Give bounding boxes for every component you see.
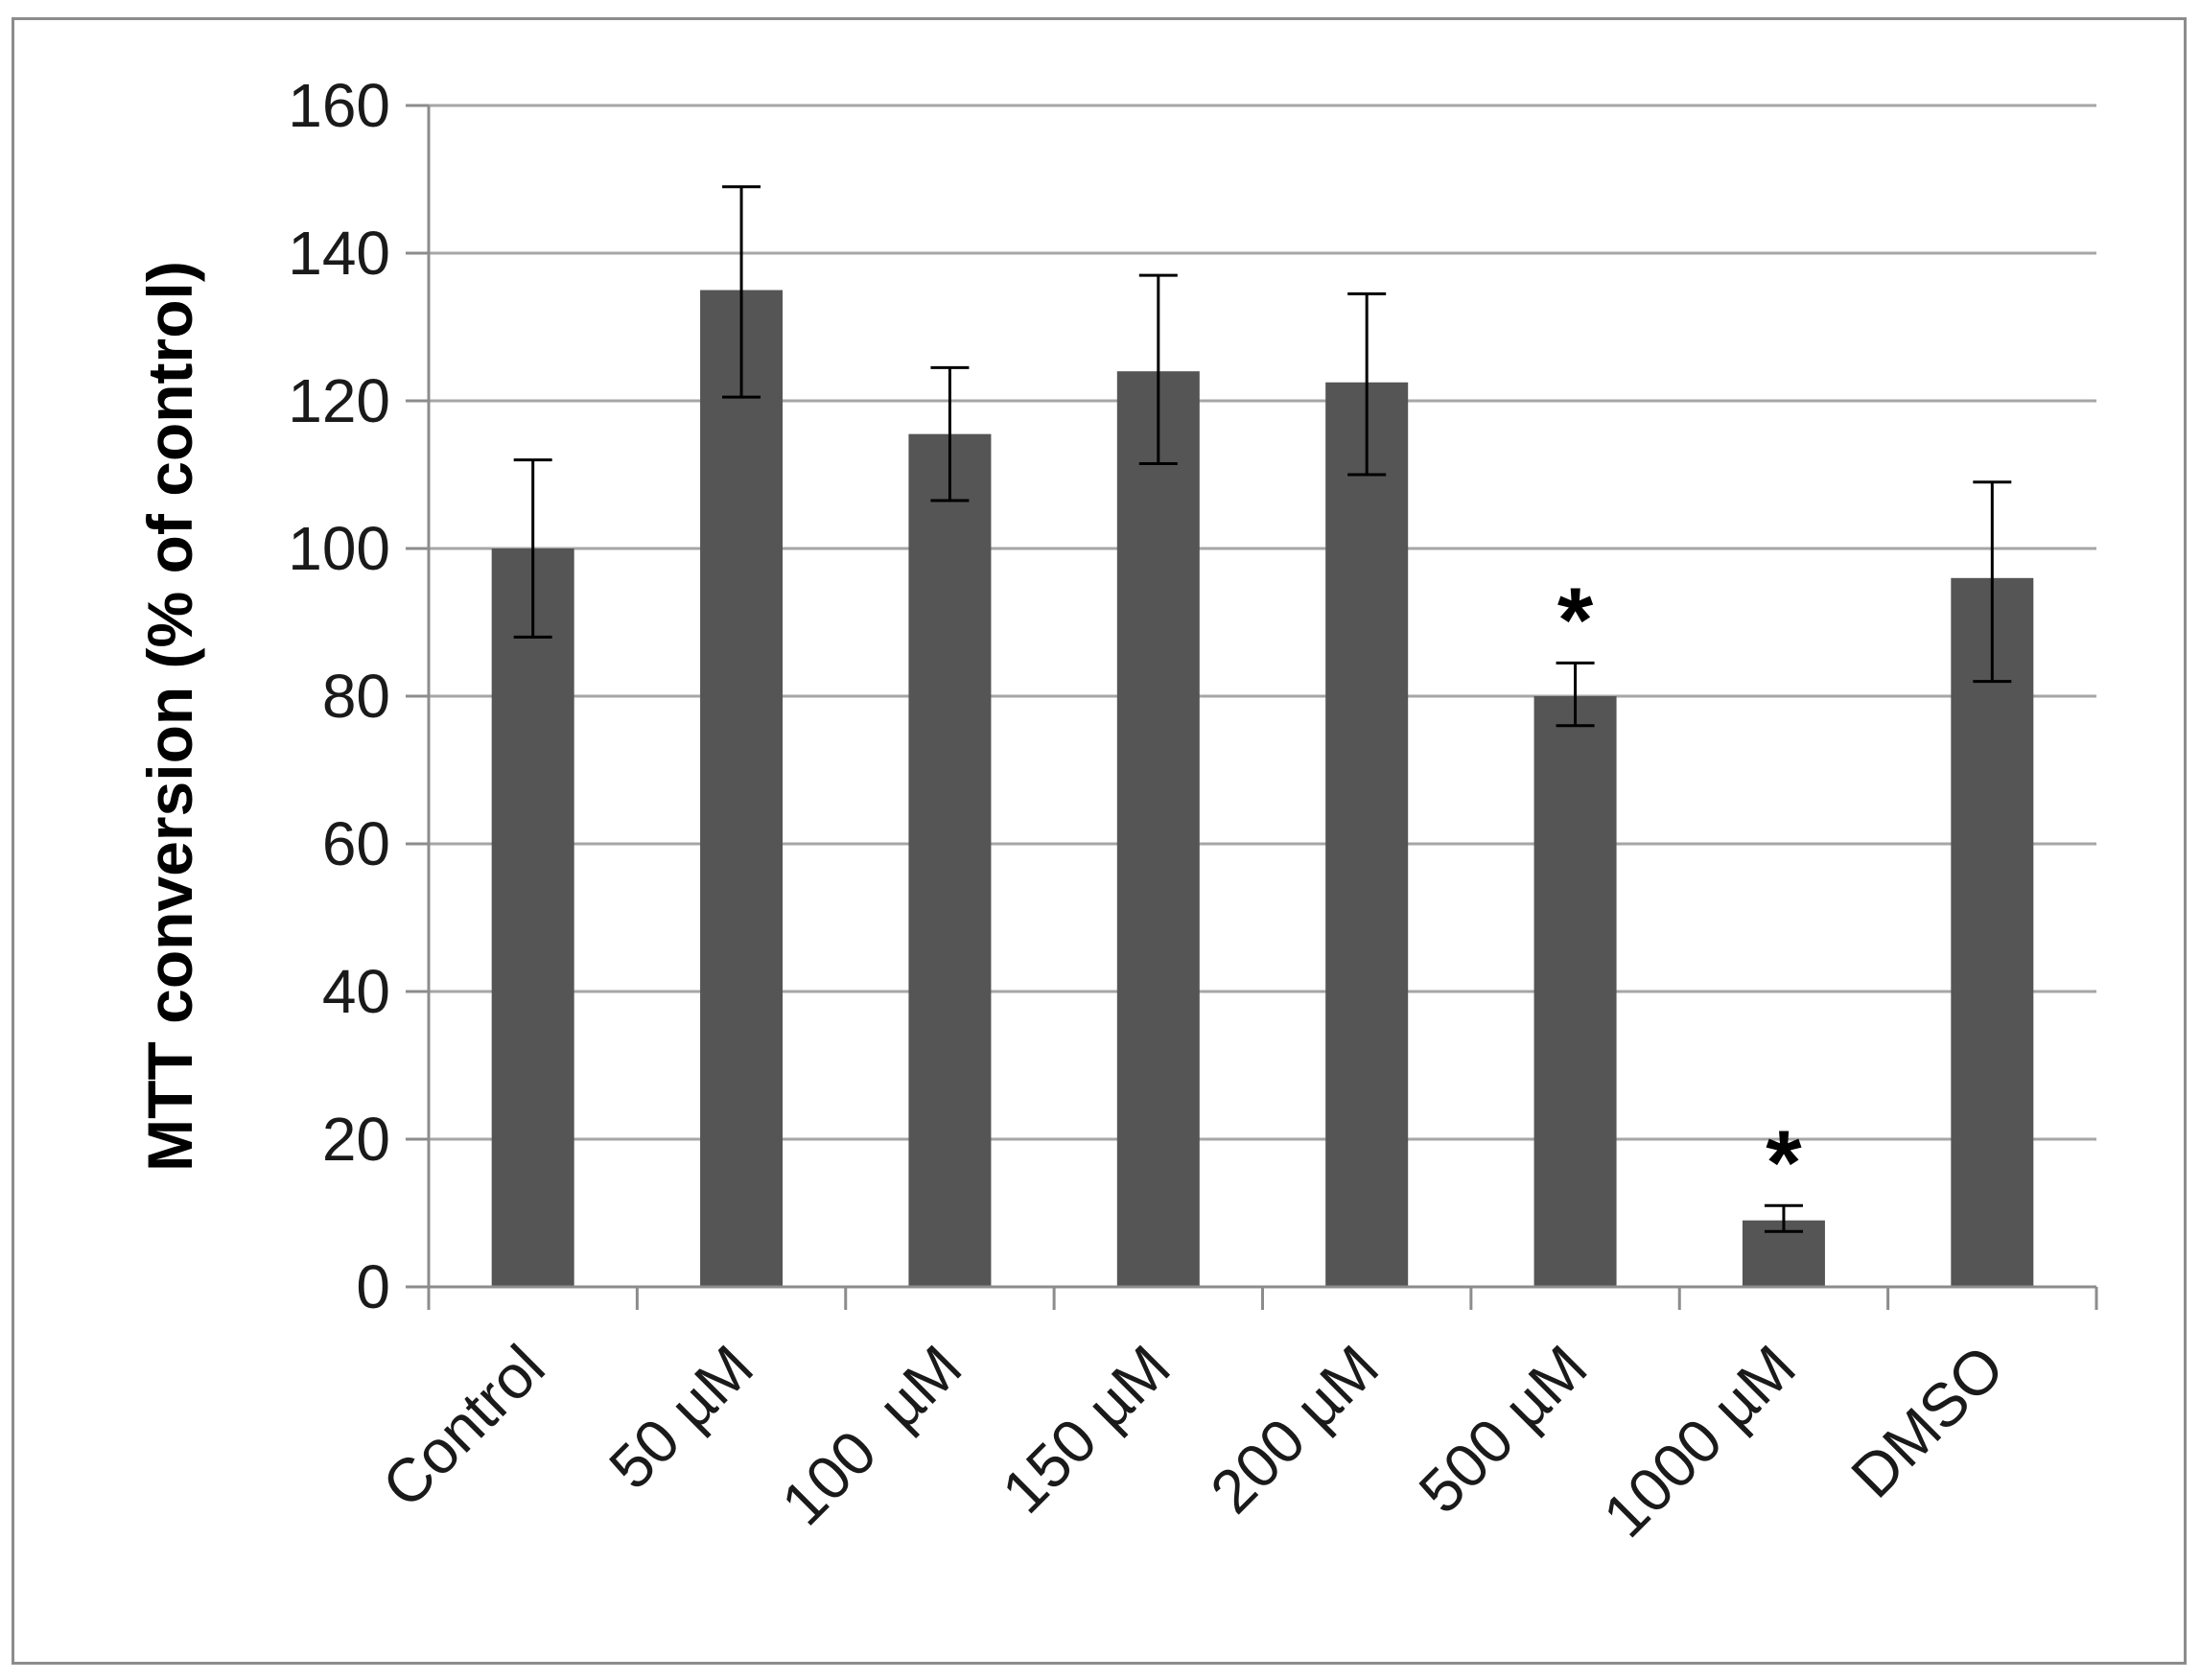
chart-frame — [12, 17, 2187, 1665]
x-category-label: DMSO — [1838, 1332, 2018, 1511]
y-tick-label: 40 — [322, 957, 390, 1026]
significance-marker: * — [1766, 1111, 1802, 1214]
bars — [491, 290, 2034, 1287]
y-tick-label: 60 — [322, 809, 390, 878]
bar — [491, 548, 574, 1287]
y-tick-label: 100 — [288, 514, 390, 583]
x-category-label: 150 µM — [989, 1332, 1183, 1527]
x-category-label: 500 µM — [1406, 1332, 1601, 1527]
bar — [1951, 577, 2034, 1287]
bar — [908, 433, 992, 1287]
y-tick-label: 140 — [288, 219, 390, 288]
x-category-label: 100 µM — [768, 1332, 974, 1538]
error-bars — [513, 185, 2012, 1233]
bar — [1116, 371, 1200, 1287]
y-tick-label: 160 — [288, 71, 390, 140]
axes — [406, 104, 2098, 1310]
y-tick-label: 120 — [288, 366, 390, 435]
bar — [1533, 696, 1617, 1287]
x-category-label: 200 µM — [1197, 1332, 1392, 1527]
bar — [1325, 382, 1409, 1287]
y-tick-label: 0 — [356, 1252, 390, 1321]
x-category-label: 50 µM — [596, 1332, 766, 1503]
y-tick-label: 80 — [322, 662, 390, 731]
significance-marker: * — [1557, 569, 1594, 671]
y-axis-title: MTT conversion (% of control) — [134, 261, 205, 1172]
x-category-label: Control — [369, 1332, 558, 1521]
y-tick-label: 20 — [322, 1105, 390, 1174]
x-category-label: 1000 µM — [1590, 1332, 1809, 1551]
bar — [700, 290, 784, 1287]
gridlines — [429, 104, 2096, 1141]
